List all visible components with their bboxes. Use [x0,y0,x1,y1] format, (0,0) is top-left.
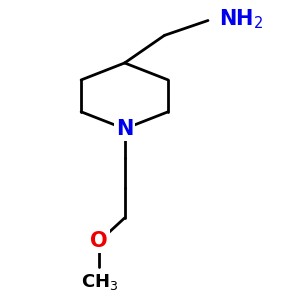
Text: NH$_2$: NH$_2$ [219,8,263,31]
Text: O: O [90,231,108,251]
Text: N: N [116,119,133,139]
Text: CH$_3$: CH$_3$ [81,272,118,292]
